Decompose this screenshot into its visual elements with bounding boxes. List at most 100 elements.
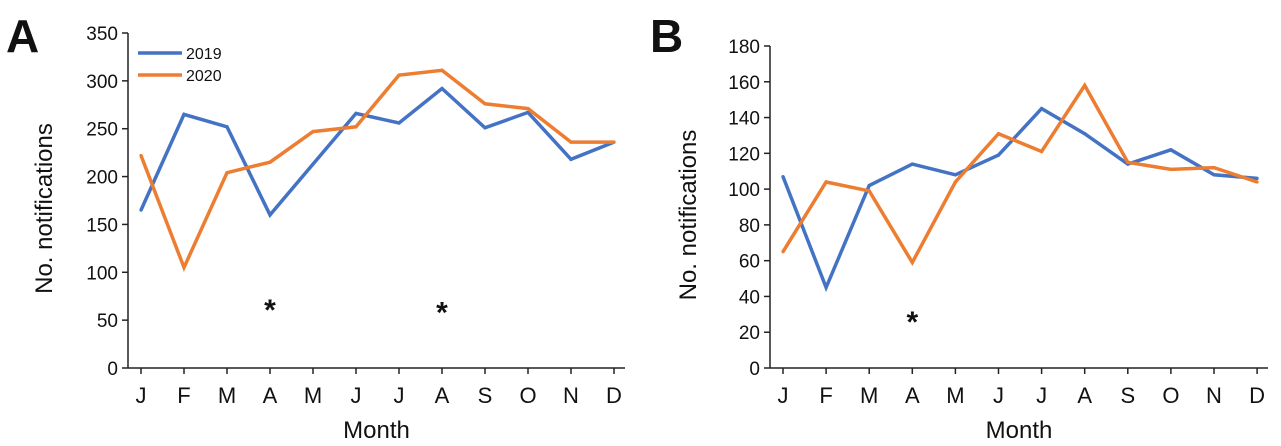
data-point-a-2019	[526, 110, 530, 115]
x-tick-label-b: N	[1206, 383, 1222, 408]
y-tick-label-b: 80	[739, 216, 760, 237]
x-tick-label-a: A	[263, 383, 278, 408]
data-point-b-2019	[996, 153, 1001, 157]
series-line-a-2019	[139, 86, 615, 219]
data-point-a-2020	[139, 153, 143, 158]
data-point-b-2020	[1212, 166, 1216, 170]
x-tick-label-a: A	[435, 383, 450, 408]
x-tick-label-b: J	[778, 383, 789, 408]
x-tick-label-b: D	[1249, 383, 1265, 408]
data-point-a-2020	[182, 265, 186, 270]
data-point-a-2019	[569, 157, 573, 161]
data-point-b-2020	[1126, 160, 1130, 164]
data-point-b-2020	[953, 180, 958, 184]
data-point-b-2019	[824, 285, 828, 290]
series-line-a-2020	[139, 68, 614, 273]
legend-label-2020: 2020	[186, 68, 222, 85]
x-tick-label-b: J	[1036, 383, 1047, 408]
x-tick-label-a: F	[177, 383, 190, 408]
x-tick-label-b: M	[860, 383, 878, 408]
x-tick-label-a: N	[563, 383, 579, 408]
x-tick-label-a: M	[304, 383, 322, 408]
data-point-a-2020	[225, 171, 229, 175]
data-point-a-2020	[526, 107, 530, 111]
legend-label-2019: 2019	[186, 46, 222, 63]
data-point-a-2020	[612, 140, 616, 144]
x-tick-label-a: D	[606, 383, 622, 408]
data-point-b-2020	[824, 180, 828, 184]
data-point-b-2020	[996, 132, 1001, 136]
data-point-a-2019	[225, 125, 229, 129]
panel-letter-b: B	[650, 10, 683, 62]
annotation-asterisk-a: *	[264, 294, 276, 327]
x-tick-label-b: A	[1077, 383, 1092, 408]
y-tick-label-b: 120	[728, 144, 760, 165]
y-tick-label-b: 40	[739, 287, 760, 308]
data-point-b-2020	[1040, 149, 1044, 154]
data-point-b-2019	[1169, 148, 1173, 152]
data-point-a-2020	[311, 129, 315, 134]
y-tick-label-a: 200	[86, 168, 118, 189]
x-tick-label-b: M	[946, 383, 964, 408]
y-tick-label-b: 180	[728, 37, 760, 58]
annotation-asterisk-a: *	[436, 297, 448, 330]
data-point-b-2019	[781, 174, 785, 179]
data-point-b-2019	[910, 162, 914, 166]
data-point-b-2020	[1083, 83, 1087, 87]
data-point-a-2020	[268, 160, 272, 164]
data-point-a-2020	[354, 125, 358, 129]
x-tick-label-a: J	[394, 383, 405, 408]
x-axis-title-a: Month	[343, 417, 410, 444]
series-line-b-2020	[781, 82, 1258, 267]
data-point-b-2019	[867, 183, 871, 188]
panel-letter-a: A	[6, 10, 39, 62]
x-tick-label-a: J	[136, 383, 147, 408]
x-tick-label-a: O	[519, 383, 536, 408]
y-tick-label-b: 20	[739, 323, 760, 344]
x-tick-label-b: O	[1162, 383, 1179, 408]
data-point-b-2020	[781, 250, 785, 254]
data-point-a-2019	[440, 86, 444, 91]
data-point-a-2019	[268, 213, 272, 217]
data-point-a-2019	[311, 162, 315, 166]
y-tick-label-b: 60	[739, 252, 760, 273]
y-tick-label-b: 100	[728, 180, 760, 201]
x-tick-label-a: J	[351, 383, 362, 408]
y-tick-label-a: 300	[86, 72, 118, 93]
data-point-b-2020	[1169, 167, 1173, 172]
x-tick-label-a: M	[218, 383, 236, 408]
data-point-a-2020	[397, 73, 401, 77]
x-tick-label-b: A	[905, 383, 920, 408]
data-point-b-2019	[953, 173, 958, 177]
x-tick-label-a: S	[478, 383, 493, 408]
data-point-b-2020	[910, 260, 914, 265]
y-tick-label-a: 350	[86, 24, 118, 45]
x-tick-label-b: J	[993, 383, 1004, 408]
y-axis-title-a: No. notifications	[31, 123, 58, 294]
y-tick-label-a: 250	[86, 120, 118, 141]
data-point-b-2019	[1255, 176, 1259, 180]
data-point-b-2019	[1040, 107, 1044, 111]
y-tick-label-b: 140	[728, 109, 760, 130]
series-line-b-2019	[781, 106, 1258, 293]
y-tick-label-a: 100	[86, 263, 118, 284]
data-point-b-2019	[1212, 173, 1216, 177]
data-point-a-2019	[483, 126, 487, 130]
y-tick-label-b: 160	[728, 73, 760, 94]
y-tick-label-a: 150	[86, 215, 118, 236]
data-point-a-2020	[440, 68, 444, 72]
annotation-asterisk-b: *	[906, 306, 918, 339]
x-tick-label-b: F	[819, 383, 832, 408]
y-tick-label-a: 0	[107, 359, 118, 380]
y-tick-label-b: 0	[749, 359, 760, 380]
data-point-b-2019	[1083, 132, 1087, 136]
data-point-a-2019	[397, 121, 401, 125]
data-point-a-2019	[354, 111, 358, 115]
y-axis-title-b: No. notifications	[675, 130, 702, 301]
data-point-a-2020	[569, 140, 573, 144]
x-axis-title-b: Month	[986, 417, 1053, 444]
data-point-a-2019	[139, 208, 143, 212]
data-point-a-2019	[182, 112, 186, 116]
data-point-b-2020	[867, 189, 871, 193]
